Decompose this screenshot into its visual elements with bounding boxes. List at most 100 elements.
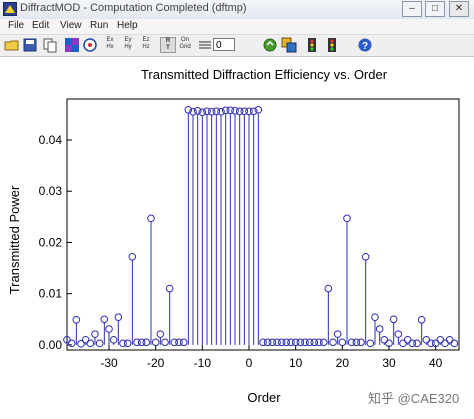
x-tick-label: -10 — [194, 356, 212, 370]
reflect-transmit-icon[interactable]: R T — [160, 37, 176, 53]
stem-marker — [217, 108, 225, 116]
stem-marker — [175, 338, 183, 347]
y-tick-label: 0.02 — [39, 235, 63, 249]
stem-marker — [310, 338, 319, 347]
stem-marker — [287, 338, 295, 347]
stem-marker — [203, 107, 211, 116]
menu-help[interactable]: Help — [117, 20, 138, 31]
stem-marker — [361, 252, 370, 261]
stem-marker — [319, 338, 328, 347]
stem-marker — [259, 338, 267, 347]
help-icon[interactable]: ? — [357, 37, 373, 53]
stem-marker — [413, 339, 421, 348]
stem-marker — [366, 339, 375, 348]
svg-text:?: ? — [362, 41, 368, 52]
stem-marker — [329, 338, 337, 347]
stem-marker — [403, 335, 412, 344]
stem-marker — [301, 338, 309, 347]
step-icon[interactable] — [197, 37, 213, 53]
save-icon[interactable] — [22, 37, 38, 53]
stem-marker — [273, 338, 281, 347]
stem-marker — [305, 338, 314, 347]
traffic-light-icon[interactable] — [304, 37, 320, 53]
step-value-input[interactable]: 0 — [213, 38, 235, 51]
stem-marker — [207, 108, 216, 116]
stem-marker — [105, 325, 113, 333]
stem-marker — [221, 106, 230, 115]
grid-icon[interactable]: On Grid — [179, 37, 191, 50]
stem-marker — [77, 340, 85, 348]
stem-marker — [184, 105, 193, 114]
field-ex-hx-icon[interactable]: Ex Hx — [106, 37, 114, 50]
stem-marker — [347, 338, 356, 347]
stem-marker — [394, 330, 403, 338]
stem-marker — [142, 338, 151, 347]
stem-marker — [170, 338, 179, 347]
stem-marker — [81, 335, 90, 344]
stem-marker — [268, 338, 277, 347]
stem-marker — [100, 315, 109, 324]
stem-marker — [245, 107, 253, 116]
stem-marker — [123, 339, 132, 348]
stem-marker — [385, 339, 393, 348]
field-ey-hy-icon[interactable]: Ey Hy — [124, 37, 132, 50]
stem-marker — [408, 339, 417, 348]
refresh-icon[interactable] — [262, 37, 278, 53]
stem-marker — [156, 330, 165, 338]
y-tick-label: 0.00 — [39, 338, 63, 352]
multi-window-icon[interactable] — [281, 37, 297, 53]
traffic-light-2-icon[interactable] — [324, 37, 340, 53]
stem-marker — [189, 108, 197, 116]
stem-marker — [422, 335, 431, 344]
stem-marker — [114, 313, 123, 322]
stem-marker — [133, 338, 141, 347]
y-tick-label: 0.04 — [39, 133, 63, 147]
stem-marker — [151, 338, 160, 347]
stem-marker — [198, 108, 207, 117]
x-tick-label: -20 — [147, 356, 165, 370]
stem-chart: Transmitted Diffraction Efficiency vs. O… — [7, 67, 460, 405]
stem-marker — [389, 315, 398, 324]
menu-file[interactable]: File — [8, 20, 25, 31]
stem-marker — [375, 325, 384, 333]
stem-marker — [427, 339, 435, 348]
stem-marker — [263, 338, 272, 347]
menu-view[interactable]: View — [60, 20, 82, 31]
pattern-icon[interactable] — [64, 37, 80, 53]
menu-edit[interactable]: Edit — [32, 20, 50, 31]
stem-marker — [231, 106, 239, 115]
y-axis-label: Transmitted Power — [7, 185, 22, 294]
maximize-button[interactable]: □ — [425, 1, 445, 17]
target-icon[interactable] — [82, 37, 98, 53]
stem-marker — [240, 107, 249, 116]
stem-marker — [282, 338, 291, 347]
watermark: 知乎 @CAE320 — [368, 391, 460, 406]
stem-marker — [436, 335, 445, 344]
copy-icon[interactable] — [42, 37, 58, 53]
stem-marker — [165, 284, 174, 293]
stem-marker — [291, 338, 300, 347]
stem-marker — [193, 106, 202, 115]
x-tick-label: 40 — [429, 356, 443, 370]
stem-marker — [343, 214, 351, 223]
stem-marker — [212, 107, 221, 116]
x-tick-label: 20 — [336, 356, 350, 370]
stem-marker — [417, 315, 426, 324]
y-tick-label: 0.03 — [39, 184, 63, 198]
x-tick-label: -30 — [100, 356, 118, 370]
field-ez-hz-icon[interactable]: Ez Hz — [142, 37, 150, 50]
stem-marker — [445, 335, 454, 344]
stem-marker — [431, 339, 440, 348]
minimize-button[interactable]: – — [402, 1, 422, 17]
y-tick-label: 0.01 — [39, 287, 63, 301]
close-button[interactable]: ✕ — [449, 1, 469, 17]
stem-marker — [352, 338, 361, 347]
stem-marker — [137, 338, 146, 347]
stem-marker — [338, 338, 347, 347]
plot-frame — [66, 98, 460, 351]
x-tick-label: 30 — [382, 356, 396, 370]
stem-marker — [161, 338, 169, 347]
stem-marker — [95, 339, 104, 348]
menu-run[interactable]: Run — [90, 20, 109, 31]
open-icon[interactable] — [4, 37, 20, 53]
